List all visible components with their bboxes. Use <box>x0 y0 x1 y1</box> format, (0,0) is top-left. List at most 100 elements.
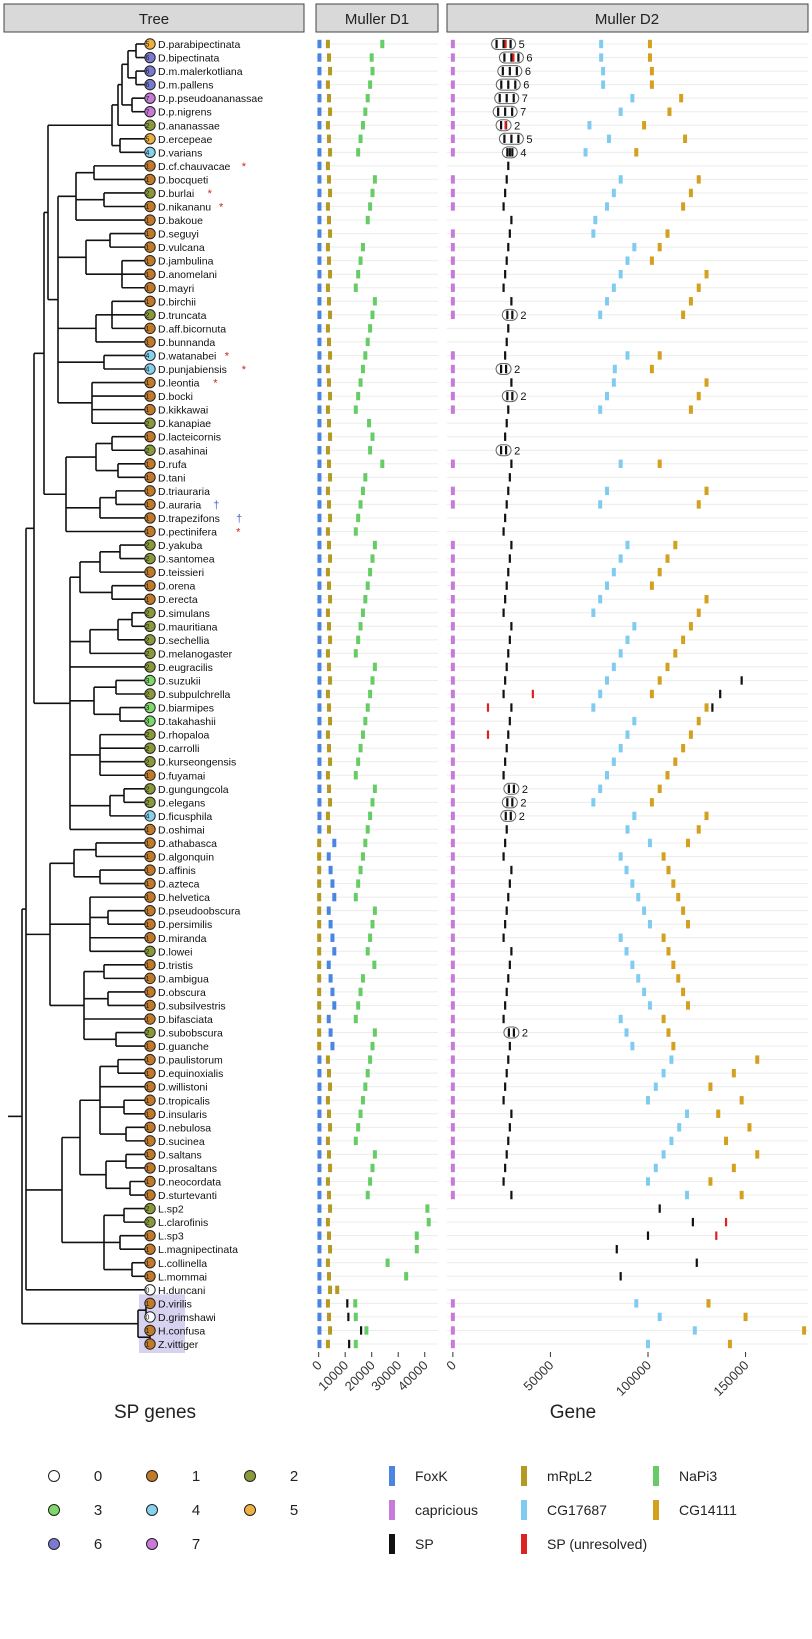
mrpl2-mark <box>325 771 330 780</box>
mrpl2-mark <box>328 798 333 807</box>
species-label: D.trapezifons <box>158 513 220 525</box>
capricious-mark <box>450 364 455 374</box>
species-label: D.biarmipes <box>158 703 214 715</box>
sp-count-marker <box>144 932 156 944</box>
sp-count-marker <box>144 756 156 768</box>
foxk-mark <box>328 974 333 983</box>
cg14111-mark <box>681 202 686 211</box>
cg17687-mark <box>605 581 610 590</box>
sp-mark <box>502 1014 505 1024</box>
sp-count-digit: 1 <box>146 1152 150 1159</box>
species-marker: * <box>208 188 213 200</box>
sp-count-digit: 2 <box>146 624 150 631</box>
mrpl2-mark <box>325 811 330 821</box>
mrpl2-mark <box>328 757 333 766</box>
sp-count-digit: 1 <box>146 1179 150 1186</box>
species-label: D.p.nigrens <box>158 107 212 119</box>
sp-cluster-mark <box>504 107 507 116</box>
capricious-mark <box>450 1339 455 1349</box>
cg14111-mark <box>704 270 709 279</box>
species-label: D.sucinea <box>158 1136 205 1148</box>
mrpl2-mark <box>326 500 331 509</box>
napi3-mark <box>353 1014 358 1024</box>
cg14111-mark <box>696 283 701 292</box>
foxk-mark <box>317 784 322 793</box>
sp-cluster-mark <box>504 446 508 455</box>
legend-genes: FoxK mRpL2 NaPi3 capricious CG17687 CG14111 SP… <box>389 1466 737 1554</box>
foxk-mark <box>317 202 322 211</box>
mrpl2-mark <box>326 53 331 62</box>
sp-count-digit: 1 <box>146 272 150 279</box>
napi3-mark <box>367 418 372 428</box>
species-label: D.nebulosa <box>158 1122 211 1134</box>
species-label: D.guanche <box>158 1041 209 1053</box>
capricious-mark <box>450 391 455 401</box>
sp-count-digit: 2 <box>146 637 150 644</box>
foxk-mark <box>317 148 322 157</box>
cg14111-mark <box>657 351 662 360</box>
sp-count-marker <box>144 38 156 50</box>
sp-count-marker <box>144 891 156 903</box>
cg14111-mark <box>666 865 671 875</box>
species-label: D.prosaltans <box>158 1163 217 1175</box>
foxk-mark <box>317 93 322 103</box>
cg17687-mark <box>598 310 603 320</box>
legend-sp-label: 6 <box>94 1536 102 1553</box>
capricious-mark <box>450 716 455 726</box>
sp-count-marker <box>144 390 156 402</box>
foxk-mark <box>317 297 322 306</box>
sp-count-marker <box>144 187 156 199</box>
sp-cluster-count: 6 <box>525 66 531 78</box>
species-label: D.erecta <box>158 594 198 606</box>
sp-mark <box>619 1272 622 1281</box>
sp-cluster-mark <box>506 310 509 320</box>
cg17687-mark <box>645 1339 650 1349</box>
sp-count-digit: 2 <box>146 556 150 563</box>
sp-cluster-oval <box>495 363 512 375</box>
sp-count-digit: 1 <box>146 529 150 536</box>
sp-mark <box>740 676 743 685</box>
cg17687-mark <box>605 297 610 306</box>
cg17687-mark <box>669 1055 674 1064</box>
sp-count-marker <box>144 200 156 213</box>
capricious-mark <box>450 1190 455 1200</box>
sp-cluster-oval <box>495 444 512 457</box>
sp-cluster-count: 2 <box>514 120 520 132</box>
sp-count-marker <box>144 1040 156 1052</box>
foxk-mark <box>317 635 322 645</box>
sp-cluster-count: 2 <box>519 811 525 823</box>
species-label: D.auraria <box>158 499 201 511</box>
cg14111-mark <box>681 906 686 915</box>
capricious-mark <box>450 920 455 929</box>
capricious-mark <box>450 1150 455 1159</box>
species-label: D.neocordata <box>158 1177 221 1189</box>
cg17687-mark <box>632 716 637 726</box>
sp-count-digit: 1 <box>146 1003 150 1010</box>
cg14111-mark <box>688 622 693 631</box>
sp-count-digit: 2 <box>146 543 150 550</box>
sp-count-marker <box>144 160 156 172</box>
cg14111-mark <box>657 676 662 685</box>
species-label: D.mauritiana <box>158 621 218 633</box>
capricious-mark <box>450 662 455 672</box>
mrpl2-mark <box>325 1055 330 1064</box>
sp-mark <box>505 337 508 347</box>
sp-mark <box>502 283 505 292</box>
capricious-mark <box>450 649 455 658</box>
cg14111-mark <box>681 743 686 753</box>
species-label: D.watanabei <box>158 350 216 362</box>
mrpl2-mark <box>328 1326 333 1335</box>
napi3-mark <box>353 649 358 658</box>
legend-sp-swatch <box>48 1538 60 1550</box>
sp-count-marker <box>144 1094 156 1106</box>
cg17687-mark <box>661 1068 666 1078</box>
species-label: D.santomea <box>158 554 215 566</box>
sp-d1-mark <box>348 1339 351 1349</box>
cg17687-mark <box>587 121 592 130</box>
sp-unresolved-mark <box>504 39 507 49</box>
capricious-mark <box>450 1068 455 1078</box>
sp-count-marker <box>144 403 156 416</box>
cg14111-mark <box>739 1190 744 1200</box>
foxk-mark <box>317 473 322 482</box>
foxk-mark <box>317 107 322 116</box>
